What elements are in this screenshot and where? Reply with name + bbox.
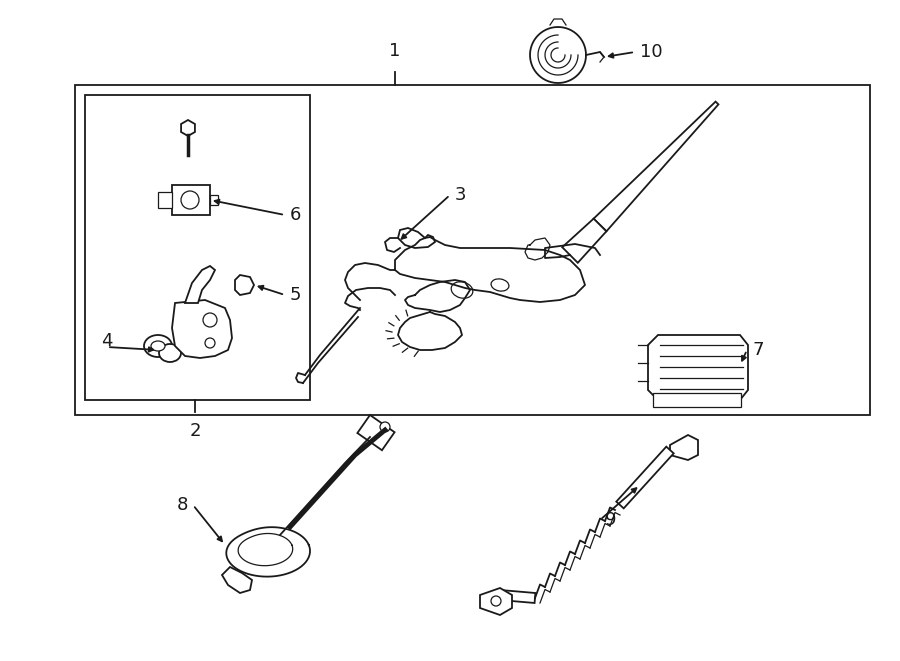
Bar (172, 185, 210, 215)
Text: 5: 5 (290, 286, 302, 304)
Bar (158, 192, 172, 208)
Circle shape (203, 313, 217, 327)
Ellipse shape (151, 341, 165, 351)
Circle shape (205, 338, 215, 348)
Text: 8: 8 (176, 496, 188, 514)
Polygon shape (222, 567, 252, 593)
Bar (75, 85, 870, 415)
Bar (85, 95, 310, 400)
Circle shape (491, 596, 501, 606)
Circle shape (380, 422, 390, 432)
Text: 4: 4 (101, 332, 112, 350)
Polygon shape (172, 300, 232, 358)
Bar (653, 393, 741, 407)
Ellipse shape (144, 335, 172, 357)
Polygon shape (480, 588, 512, 615)
Polygon shape (398, 228, 435, 248)
Polygon shape (185, 266, 215, 303)
Bar (210, 195, 218, 205)
Polygon shape (593, 102, 718, 231)
Ellipse shape (159, 344, 181, 362)
Polygon shape (500, 590, 536, 603)
Polygon shape (616, 447, 674, 508)
Polygon shape (648, 335, 748, 400)
Circle shape (181, 191, 199, 209)
Polygon shape (181, 120, 195, 136)
Text: 7: 7 (752, 341, 763, 359)
Polygon shape (562, 219, 607, 263)
Ellipse shape (491, 279, 508, 291)
Bar (357, 415, 394, 450)
Ellipse shape (451, 282, 472, 298)
Text: 1: 1 (390, 42, 400, 60)
Text: 6: 6 (290, 206, 302, 224)
Polygon shape (235, 275, 254, 295)
Text: 10: 10 (640, 43, 662, 61)
Polygon shape (670, 435, 698, 460)
Text: 9: 9 (605, 511, 617, 529)
Text: 2: 2 (189, 422, 201, 440)
Text: 3: 3 (455, 186, 466, 204)
